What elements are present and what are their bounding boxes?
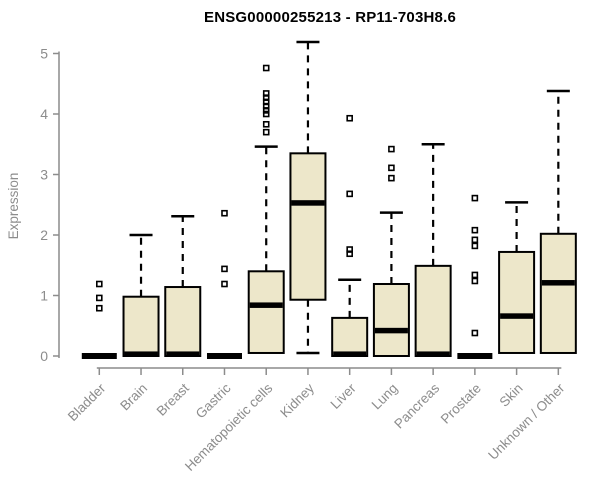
y-tick-label-1: 1 [40,288,48,304]
outlier-gastric-0 [221,280,228,288]
x-label-prostate: Prostate [438,381,484,427]
box-breast [164,286,202,357]
box-liver [331,316,369,358]
x-label-skin: Skin [497,381,526,410]
outlier-lung-1 [388,164,395,172]
median-kidney [291,200,325,206]
box-skin [498,250,536,354]
chart-title: ENSG00000255213 - RP11-703H8.6 [203,9,456,26]
outlier-prostate-0 [471,329,479,337]
x-label-pancreas: Pancreas [391,380,442,431]
outlier-hematopoietic-cells-0 [262,128,270,136]
collapsed-box-gastric [206,353,242,359]
outlier-gastric-2 [221,209,228,217]
outlier-prostate-4 [471,236,479,244]
x-label-brain: Brain [117,381,150,414]
outlier-hematopoietic-cells-2 [262,110,270,118]
outlier-liver-1 [346,246,353,253]
outlier-prostate-6 [471,194,479,202]
median-lung [374,327,408,334]
outlier-lung-2 [388,145,395,153]
median-liver [333,351,367,357]
box-hematopoietic-cells [247,270,285,354]
collapsed-box-prostate [457,353,493,359]
x-label-breast: Breast [154,380,192,418]
median-unknown-other [541,280,575,286]
x-label-unknown-other: Unknown / Other [485,380,568,463]
outlier-prostate-3 [471,242,479,250]
outlier-gastric-1 [221,265,228,273]
x-label-lung: Lung [369,381,401,413]
median-pancreas [416,351,450,357]
x-label-liver: Liver [328,380,360,412]
outlier-liver-3 [346,114,353,122]
outlier-bladder-1 [96,294,103,302]
y-tick-label-5: 5 [40,46,48,62]
outlier-hematopoietic-cells-1 [262,120,270,128]
box-kidney [289,152,327,301]
x-label-kidney: Kidney [277,380,317,420]
y-tick-label-3: 3 [40,167,48,183]
outlier-bladder-0 [96,304,103,312]
collapsed-box-bladder [81,353,117,359]
median-breast [166,351,200,357]
outlier-prostate-2 [471,271,479,279]
box-unknown-other [539,232,577,354]
box-pancreas [414,264,452,358]
y-tick-label-0: 0 [40,348,48,364]
y-tick-label-2: 2 [40,227,48,243]
box-brain [122,295,160,357]
outlier-liver-2 [346,190,353,198]
outlier-prostate-1 [471,277,479,285]
outlier-bladder-2 [96,280,103,288]
box-lung [372,283,410,358]
outlier-hematopoietic-cells-7 [262,90,270,97]
median-hematopoietic-cells [249,302,283,308]
outlier-lung-0 [388,174,395,182]
outlier-prostate-5 [471,226,479,234]
y-tick-label-4: 4 [40,106,48,122]
outlier-hematopoietic-cells-8 [262,64,270,72]
x-label-bladder: Bladder [65,380,109,424]
median-skin [500,313,534,319]
x-label-gastric: Gastric [193,380,234,421]
median-brain [124,351,158,357]
